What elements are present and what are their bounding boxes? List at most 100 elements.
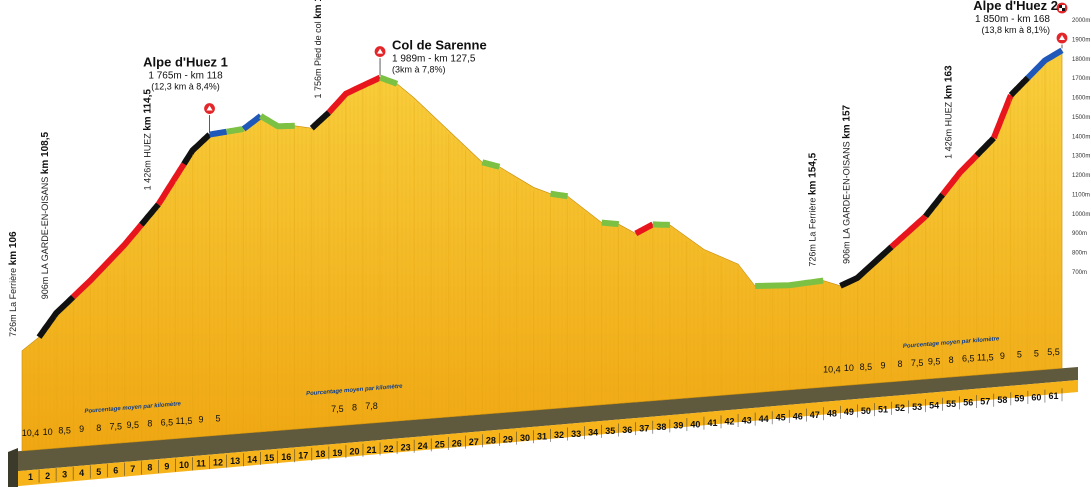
- gradient-value: 10,4: [823, 365, 841, 375]
- slope-segment-red: [940, 153, 979, 197]
- km-tick-label: 61: [1048, 391, 1058, 401]
- slope-segment-red: [71, 222, 144, 300]
- waypoint-km: km 124,5: [313, 0, 324, 19]
- km-tick-label: 5: [96, 467, 101, 477]
- gradient-value: 7,8: [365, 401, 378, 411]
- slope-segment-blue: [241, 113, 263, 132]
- slope-segment-black: [36, 294, 76, 339]
- waypoint-name: 906m LA GARDE-EN-OISANS km 108,5: [40, 132, 51, 300]
- gradient-value: 10,4: [22, 428, 40, 438]
- km-tick-label: 58: [997, 395, 1007, 405]
- km-axis: 1 2 3 4 5 6 7 8 9 10 11 12 13 14 15 16 17 18 19 20 21 22 23 24 2…: [28, 54, 1063, 483]
- km-tick-label: 26: [452, 438, 462, 448]
- km-tick-label: 9: [164, 461, 169, 471]
- km-tick-label: 40: [690, 419, 700, 429]
- km-tick-label: 45: [776, 413, 786, 423]
- slope-segment-green: [755, 277, 824, 289]
- km-tick-label: 51: [878, 404, 888, 414]
- slope-segment-green: [259, 113, 295, 130]
- km-tick-label: 54: [929, 400, 939, 410]
- summit-name: Alpe d'Huez 1: [143, 55, 228, 70]
- slope-segment-green: [600, 219, 621, 228]
- km-tick-label: 19: [332, 448, 342, 458]
- km-tick-label: 47: [810, 410, 820, 420]
- altitude-tick-label: 700m: [1072, 270, 1087, 276]
- slope-segment-black: [974, 135, 996, 158]
- slope-segment-black: [309, 110, 331, 131]
- slope-segment-green: [548, 190, 570, 200]
- gradient-value: 10: [43, 427, 53, 437]
- summit-info: 1 765m - km 118: [148, 71, 223, 82]
- km-tick-label: 7: [130, 464, 135, 474]
- slope-segments: [36, 47, 1064, 339]
- gradient-value: 10: [844, 363, 854, 373]
- km-tick-label: 12: [213, 457, 223, 467]
- altitude-tick-label: 2000m: [1072, 18, 1090, 24]
- finish-flag-check: [1062, 8, 1065, 11]
- gradient-value: 5: [1034, 348, 1039, 358]
- km-tick-label: 42: [725, 417, 735, 427]
- km-tick-label: 34: [588, 428, 598, 438]
- waypoint-km: km 106: [8, 231, 19, 265]
- summit-info: 1 989m - km 127,5: [392, 54, 476, 65]
- gradient-value: 9: [199, 415, 204, 425]
- km-tick-label: 46: [793, 411, 803, 421]
- km-tick-label: 35: [605, 426, 615, 436]
- summit-detail: (13,8 km à 8,1%): [981, 25, 1050, 35]
- altitude-tick-label: 1400m: [1072, 134, 1090, 140]
- altitude-tick-label: 1800m: [1072, 57, 1090, 63]
- km-tick-label: 31: [537, 432, 547, 442]
- gradient-value: 11,5: [977, 352, 994, 362]
- waypoint-name: 726m La Ferrière km 106: [8, 231, 19, 337]
- km-tick-label: 57: [980, 396, 990, 406]
- km-tick-label: 20: [349, 446, 359, 456]
- waypoint-name: 726m La Ferrière km 154,5: [807, 152, 818, 266]
- slope-segment-green: [225, 125, 246, 135]
- km-axis-band: [8, 380, 1078, 487]
- km-tick-label: 36: [622, 425, 632, 435]
- km-tick-label: 33: [571, 429, 581, 439]
- altitude-tick-label: 1200m: [1072, 173, 1090, 179]
- slope-segment-red: [889, 214, 928, 250]
- km-tick-label: 53: [912, 402, 922, 412]
- gradient-value: 6,5: [161, 417, 174, 427]
- slope-segment-green: [651, 221, 672, 228]
- altitude-tick-label: 1100m: [1072, 192, 1090, 198]
- km-tick-label: 52: [895, 403, 905, 413]
- slope-segment-blue: [1025, 47, 1064, 80]
- km-tick-label: 2: [45, 471, 50, 481]
- slope-segment-red: [155, 162, 187, 206]
- km-tick-label: 3: [62, 470, 67, 480]
- slope-segment-red: [326, 74, 382, 115]
- base-side: [8, 448, 18, 487]
- km-tick-label: 8: [147, 463, 152, 473]
- km-tick-label: 32: [554, 430, 564, 440]
- gradient-value: 9: [79, 424, 84, 434]
- km-tick-label: 16: [281, 452, 291, 462]
- km-tick-label: 24: [418, 441, 428, 451]
- km-tick-label: 17: [298, 451, 308, 461]
- waypoint-label: 726m La Ferrière km 106: [8, 231, 19, 337]
- waypoint-km: km 108,5: [40, 132, 51, 175]
- gradient-value: 8,5: [860, 362, 873, 372]
- km-tick-label: 28: [486, 436, 496, 446]
- slope-segment-black: [923, 192, 946, 219]
- waypoint-label: 1 426m HUEZ km 163: [944, 65, 955, 159]
- altitude-tick-label: 900m: [1072, 231, 1087, 237]
- km-tick-label: 14: [247, 455, 257, 465]
- waypoint-label: 726m La Ferrière km 154,5: [807, 152, 818, 266]
- gradient-value: 8: [147, 419, 152, 429]
- gradient-value: 5: [1017, 350, 1022, 360]
- altitude-axis: 700m 800m 900m 1000m 1100m 1200m 1300m 1400m 150…: [1072, 18, 1090, 276]
- slope-segment-black: [139, 202, 161, 227]
- summit-detail: (3km à 7,8%): [392, 65, 446, 75]
- altitude-tick-label: 1000m: [1072, 212, 1090, 218]
- altitude-tick-label: 800m: [1072, 251, 1087, 257]
- summit-info: 1 850m - km 168: [975, 14, 1050, 25]
- waypoint-km: km 157: [841, 104, 852, 138]
- gradient-value: 11,5: [176, 416, 193, 426]
- km-tick-label: 22: [384, 444, 394, 454]
- altitude-tick-label: 1600m: [1072, 96, 1090, 102]
- base-band: [8, 367, 1078, 472]
- km-tick-label: 10: [179, 460, 189, 470]
